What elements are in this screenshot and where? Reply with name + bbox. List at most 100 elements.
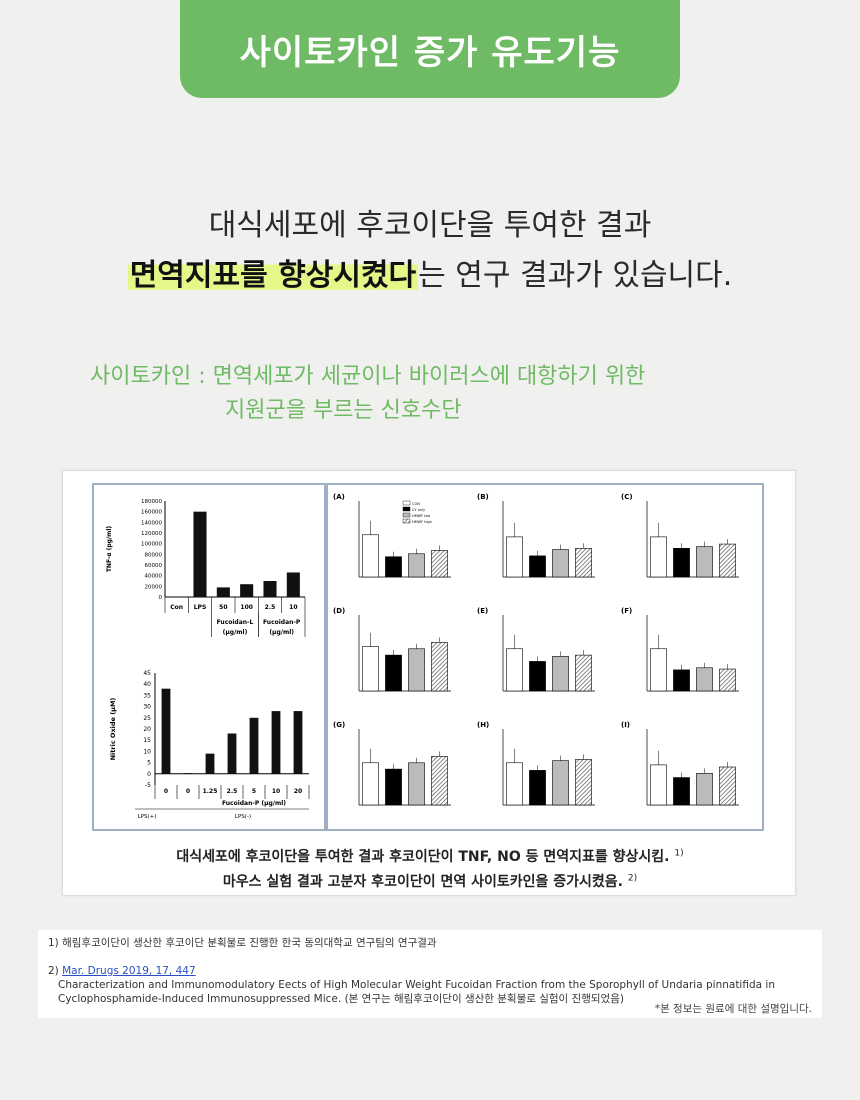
header-title: 사이토카인 증가 유도기능 [239, 32, 621, 73]
reference-2-link[interactable]: Mar. Drugs 2019, 17, 447 [62, 965, 196, 977]
panel-bar [431, 550, 448, 578]
cytokine-definition: 사이토카인 : 면역세포가 세균이나 바이러스에 대항하기 위한 지원군을 부르… [90, 360, 645, 428]
tnf-bar [263, 581, 277, 597]
reference-1: 1) 해림후코이단이 생산한 후코이단 분획물로 진행한 한국 동의대학교 연구… [48, 937, 437, 949]
tnf-y-label: TNF-α (pg/ml) [106, 526, 113, 573]
intro-line2: 면역지표를 향상시켰다는 연구 결과가 있습니다. [0, 250, 860, 294]
panel-bar [552, 549, 569, 578]
research-figure: 180000 160000 140000 120000 100000 80000 60000… [62, 470, 796, 896]
no-x-tick: 20 [294, 788, 302, 795]
panel-bar [408, 648, 425, 692]
no-bar [161, 688, 171, 774]
panel-label: (E) [477, 607, 488, 615]
legend-label: CON [412, 502, 420, 506]
panel-label: (C) [621, 493, 633, 501]
intro-highlight: 면역지표를 향상시켰다 [127, 258, 419, 293]
no-y-tick: -5 [145, 782, 151, 789]
reference-2: 2) Mar. Drugs 2019, 17, 447 [48, 964, 196, 978]
panel-bar [431, 642, 448, 692]
panel-label: (A) [333, 493, 345, 501]
legend-swatch [402, 506, 411, 512]
panel-bar [650, 536, 667, 578]
no-bar [249, 717, 259, 774]
legend-swatch [402, 518, 411, 524]
panel-bar [673, 547, 690, 578]
tnf-bar [170, 596, 184, 598]
panel-bar [696, 667, 713, 692]
panel-bar [362, 646, 379, 692]
panel-bar [552, 656, 569, 692]
cytokine-line1: 사이토카인 : 면역세포가 세균이나 바이러스에 대항하기 위한 [90, 364, 646, 389]
no-y-tick: 20 [143, 726, 151, 733]
tnf-y-tick: 120000 [141, 531, 162, 537]
panel-bar [385, 556, 402, 578]
panel-bar [431, 756, 448, 806]
panel-bar [529, 661, 546, 692]
no-y-tick: 0 [147, 771, 151, 778]
no-y-label: Nitric Oxide (μM) [109, 698, 117, 761]
tnf-chart: 180000 160000 140000 120000 100000 80000 60000… [106, 499, 306, 637]
left-panel-frame [92, 483, 326, 831]
no-y-tick: 35 [143, 692, 151, 699]
tnf-x-tick: LPS [194, 604, 207, 611]
no-y-tick: 5 [147, 760, 151, 767]
panel-bar [506, 536, 523, 578]
no-y-tick: 30 [143, 704, 151, 711]
panel-label: (G) [333, 721, 345, 729]
header-title-banner: 사이토카인 증가 유도기능 [180, 0, 680, 98]
tnf-y-tick: 40000 [145, 574, 163, 580]
disclaimer-note: *본 정보는 원료에 대한 설명입니다. [654, 1003, 812, 1015]
no-x-tick: 0 [186, 788, 190, 795]
panel-label: (H) [477, 721, 489, 729]
intro-line2-rest: 는 연구 결과가 있습니다. [418, 258, 733, 293]
tnf-x-tick: 100 [240, 604, 253, 611]
figure-caption-2: 마우스 실험 결과 고분자 후코이단이 면역 사이토카인을 증가시켰음. 2) [63, 871, 797, 891]
no-x-tick: 5 [252, 788, 256, 795]
tnf-x-tick: 10 [289, 604, 297, 611]
intro-line1: 대식세포에 후코이단을 투여한 결과 [208, 208, 652, 243]
panel-bar [362, 534, 379, 578]
nitric-oxide-chart: 45 40 35 30 25 20 15 10 5 0 -5 Nitric Oxide (μM) 0 0 1… [109, 670, 310, 820]
legend-swatch [402, 512, 411, 518]
tnf-bar [286, 572, 300, 597]
tnf-y-tick: 0 [159, 595, 163, 601]
panel-bar [575, 654, 592, 692]
no-y-tick: 25 [143, 715, 151, 722]
no-group-label: LPS(+) [138, 814, 157, 820]
panel-bar [385, 654, 402, 692]
panel-bar [575, 547, 592, 578]
no-x-tick: 0 [164, 788, 168, 795]
references-box: 1) 해림후코이단이 생산한 후코이단 분획물로 진행한 한국 동의대학교 연구… [38, 930, 822, 1018]
no-y-tick: 10 [143, 748, 151, 755]
panel-bar [575, 759, 592, 806]
panel-bar [552, 760, 569, 806]
panel-bar [696, 773, 713, 806]
caption-2-ref: 2) [627, 873, 638, 884]
tnf-group-label: Fucoidan-P [263, 619, 301, 626]
tnf-y-tick: 180000 [141, 499, 162, 505]
no-group-label: LPS(-) [235, 814, 251, 820]
panel-bar [506, 648, 523, 692]
tnf-y-tick: 100000 [141, 542, 162, 548]
panel-bar [529, 555, 546, 578]
panel-bar [408, 762, 425, 806]
no-bar [271, 711, 281, 774]
tnf-y-tick: 60000 [145, 563, 163, 569]
no-bar [183, 773, 193, 774]
tnf-y-tick: 140000 [141, 520, 162, 526]
panel-label: (I) [621, 721, 630, 729]
panel-bar [719, 668, 736, 692]
panel-bar [385, 768, 402, 806]
no-x-tick: 1.25 [203, 788, 218, 795]
no-x-tick: 10 [272, 788, 280, 795]
caption-1-text: 대식세포에 후코이단을 투여한 결과 후코이단이 TNF, NO 등 면역지표를… [176, 849, 670, 865]
figure-caption-1: 대식세포에 후코이단을 투여한 결과 후코이단이 TNF, NO 등 면역지표를… [63, 846, 797, 866]
multi-panel-chart: (A) (B) CON CY only HMWF low HMWF high (C) (D) (… [333, 493, 739, 806]
tnf-y-tick: 80000 [145, 552, 163, 558]
tnf-group-label: Fucoidan-L [217, 619, 254, 626]
panel-bar [673, 777, 690, 806]
panel-bar [408, 553, 425, 578]
panel-bar [529, 770, 546, 806]
panel-label: (D) [333, 607, 345, 615]
legend-label: HMWF high [412, 520, 432, 524]
